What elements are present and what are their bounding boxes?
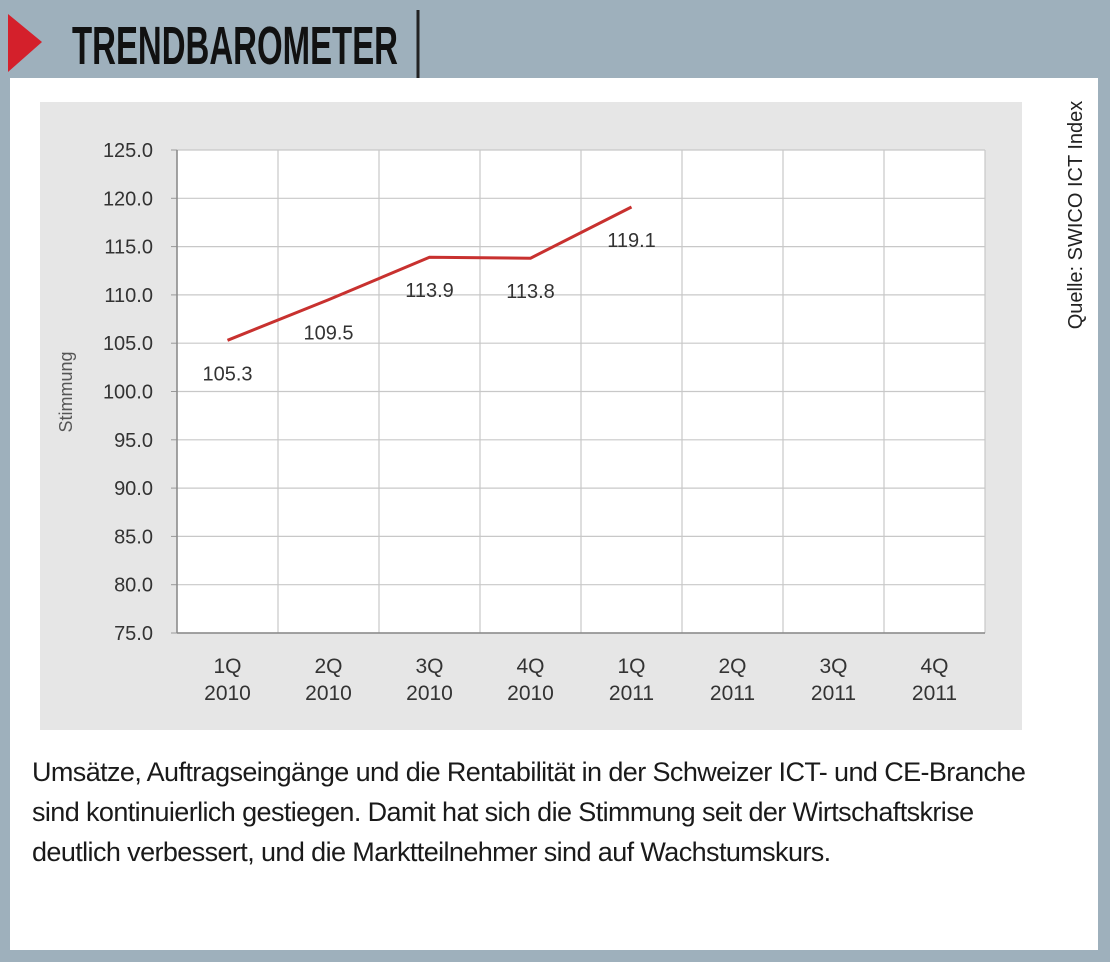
y-tick-label: 80.0 <box>114 575 153 597</box>
x-tick-label: 1Q 2011 <box>608 655 655 705</box>
y-tick-label: 105.0 <box>103 333 153 355</box>
data-label: 113.9 <box>405 280 454 302</box>
y-tick-label: 115.0 <box>104 237 153 259</box>
header-title: TRENDBAROMETER <box>72 16 398 76</box>
y-tick-label: 120.0 <box>103 188 153 210</box>
x-tick-label: 3Q 2010 <box>406 655 453 705</box>
data-label: 105.3 <box>202 363 252 385</box>
x-tick-label: 4Q 2010 <box>507 655 554 705</box>
x-tick-label: 1Q 2010 <box>204 655 251 705</box>
y-tick-label: 100.0 <box>103 382 153 404</box>
header-arrow <box>8 14 42 72</box>
y-axis-label: Stimmung <box>56 351 76 432</box>
source: Quelle: SWICO ICT Index <box>1065 101 1087 330</box>
x-tick-label: 2Q 2010 <box>305 655 352 705</box>
y-tick-label: 110.0 <box>104 285 153 307</box>
x-tick-label: 4Q 2011 <box>911 655 958 705</box>
y-tick-label: 75.0 <box>114 623 153 645</box>
data-label: 119.1 <box>607 230 656 252</box>
y-tick-label: 90.0 <box>114 478 153 500</box>
y-tick-label: 95.0 <box>114 430 153 452</box>
data-label: 113.8 <box>506 281 555 303</box>
line-series <box>226 205 633 342</box>
x-tick-label: 2Q 2011 <box>709 655 756 705</box>
caption: Umsätze, Auftragseingänge und die Rentab… <box>32 757 1026 867</box>
y-tick-label: 125.0 <box>103 140 153 162</box>
y-tick-label: 85.0 <box>114 526 153 548</box>
x-tick-label: 3Q 2011 <box>810 655 857 705</box>
data-label: 109.5 <box>303 323 353 345</box>
